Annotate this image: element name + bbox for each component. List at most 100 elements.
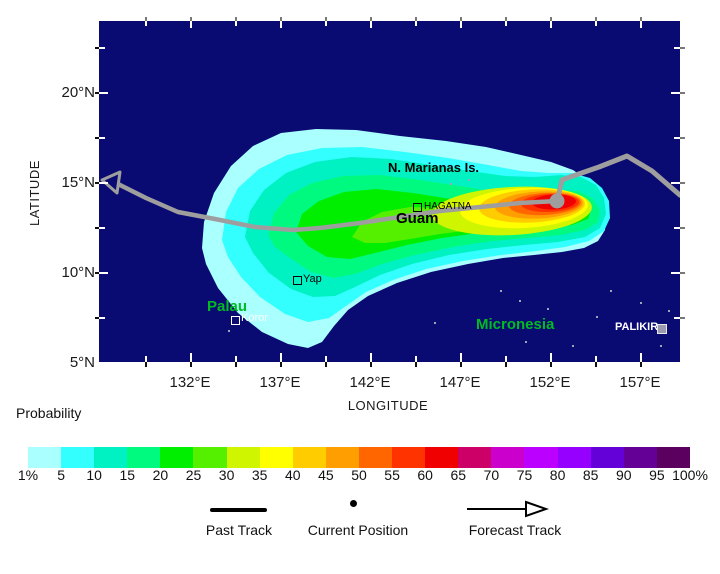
island-speck: [610, 290, 612, 292]
colorbar-cell-50: [358, 447, 393, 468]
koror-marker: [231, 316, 240, 325]
x-tick: [370, 16, 372, 21]
y-tick: [671, 92, 680, 94]
x-tick: [280, 362, 282, 367]
x-tick: [505, 356, 507, 362]
colorbar-cell-55: [392, 447, 426, 468]
x-axis-title: LONGITUDE: [347, 398, 429, 413]
y-tick: [680, 317, 685, 319]
x-tick: [460, 362, 462, 367]
x-tick: [190, 16, 192, 21]
island-speck: [500, 290, 502, 292]
x-tick: [550, 21, 552, 29]
past-track-symbol: [210, 508, 267, 512]
y-tick: [94, 92, 99, 94]
colorbar-cell-90: [623, 447, 657, 468]
forecast-track-line-symbol: [467, 508, 525, 510]
colorbar-tick-label: 95: [649, 467, 665, 483]
colorbar-cell-15: [127, 447, 161, 468]
island-speck: [596, 316, 598, 318]
colorbar-cell-75: [524, 447, 558, 468]
label-palikir: PALIKIR: [615, 321, 659, 333]
x-tick: [235, 362, 237, 367]
label-koror: Koror: [241, 312, 268, 324]
x-tick: [280, 16, 282, 21]
colorbar-tick-label: 70: [483, 467, 500, 483]
label-micronesia: Micronesia: [476, 316, 555, 333]
colorbar-tick-label: 100%: [672, 467, 708, 483]
colorbar-tick-label: 45: [318, 467, 334, 483]
probability-colorbar: [28, 447, 690, 468]
colorbar-tick-label: 20: [152, 467, 169, 483]
island-speck: [519, 300, 521, 302]
x-tick: [550, 16, 552, 21]
colorbar-tick-label: 25: [185, 467, 202, 483]
x-tick: [190, 21, 192, 29]
x-tick: [325, 362, 327, 367]
x-tick: [460, 16, 462, 21]
colorbar-tick-label: 15: [119, 467, 136, 483]
x-tick: [640, 21, 642, 29]
x-tick: [640, 353, 642, 362]
x-tick: [550, 362, 552, 367]
colorbar-tick-label: 30: [218, 467, 235, 483]
colorbar-cell-95: [656, 447, 690, 468]
y-tick: [99, 317, 105, 319]
x-tick: [235, 21, 237, 26]
x-tick: [190, 362, 192, 367]
x-tick-label-137e: 137°E: [259, 374, 301, 391]
colorbar-cell-5: [61, 447, 95, 468]
colorbar-tick-label: 10: [86, 467, 102, 483]
x-tick: [460, 21, 462, 29]
label-n-marianas: N. Marianas Is.: [388, 160, 480, 175]
y-tick: [671, 272, 680, 274]
colorbar-cell-70: [491, 447, 525, 468]
colorbar-cell-45: [325, 447, 359, 468]
colorbar-tick-label: 5: [57, 467, 65, 483]
x-tick-label-147e: 147°E: [439, 374, 481, 391]
x-tick-label-132e: 132°E: [169, 374, 211, 391]
y-tick: [674, 137, 680, 139]
y-tick: [680, 137, 685, 139]
x-tick: [595, 21, 597, 26]
y-tick: [94, 227, 99, 229]
island-speck: [434, 322, 436, 324]
x-tick: [325, 356, 327, 362]
y-tick: [674, 227, 680, 229]
y-axis-title: LATITUDE: [27, 160, 42, 226]
x-tick: [325, 16, 327, 21]
island-speck: [413, 168, 415, 170]
island-speck: [572, 345, 574, 347]
colorbar-tick-label: 90: [616, 467, 632, 483]
x-tick: [280, 21, 282, 29]
y-tick: [99, 92, 108, 94]
colorbar-cell-25: [193, 447, 227, 468]
colorbar-cell-1: [28, 447, 62, 468]
colorbar-tick-label: 40: [285, 467, 301, 483]
x-tick: [415, 362, 417, 367]
x-tick: [505, 16, 507, 21]
forecast-track-line: [116, 181, 558, 233]
colorbar-cell-40: [292, 447, 326, 468]
x-tick: [550, 353, 552, 362]
island-speck: [668, 310, 670, 312]
x-tick: [145, 16, 147, 21]
legend-current-position-label: Current Position: [307, 522, 409, 538]
island-speck: [547, 308, 549, 310]
colorbar-cell-65: [458, 447, 492, 468]
colorbar-cell-10: [94, 447, 128, 468]
x-tick: [235, 356, 237, 362]
y-tick: [99, 137, 105, 139]
x-tick: [640, 16, 642, 21]
island-speck: [450, 183, 452, 185]
y-tick: [99, 182, 108, 184]
x-tick: [460, 353, 462, 362]
y-tick: [94, 137, 99, 139]
y-tick: [671, 182, 680, 184]
y-tick-label-10n: 10°N: [61, 264, 95, 281]
y-tick: [99, 47, 105, 49]
colorbar-tick-label: 80: [549, 467, 566, 483]
x-tick: [595, 362, 597, 367]
colorbar-cell-80: [557, 447, 591, 468]
x-tick-label-152e: 152°E: [529, 374, 571, 391]
